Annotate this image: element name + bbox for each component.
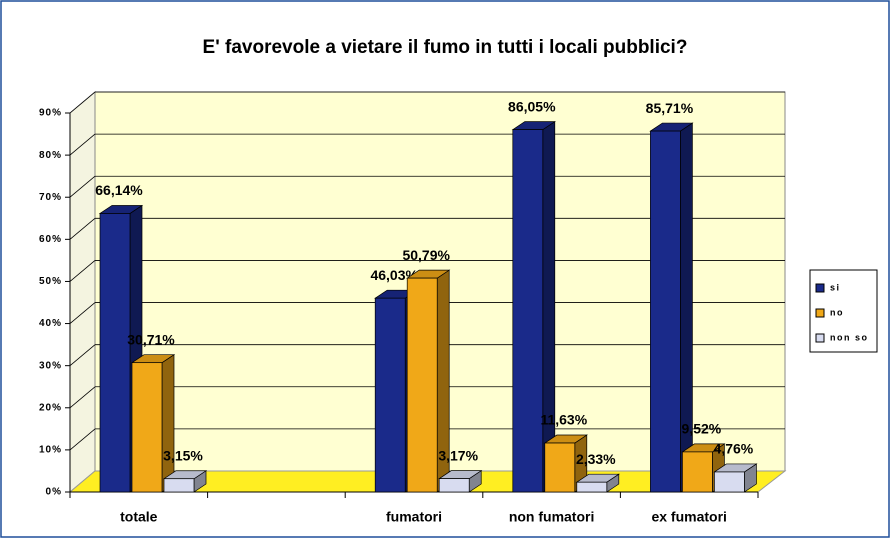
- grid-line-side: [69, 428, 96, 451]
- bar: [714, 471, 745, 493]
- value-label: 11,63%: [540, 412, 587, 428]
- y-tick-label: 70%: [39, 192, 62, 203]
- bar: [374, 297, 406, 493]
- y-tick-label: 30%: [39, 360, 62, 371]
- value-label: 2,33%: [576, 451, 616, 467]
- legend-swatch: [815, 333, 825, 343]
- bar: [576, 481, 608, 493]
- value-label: 50,79%: [402, 247, 450, 263]
- value-label: 85,71%: [646, 100, 694, 116]
- bar: [682, 451, 713, 493]
- bar: [163, 478, 195, 493]
- bar: [438, 478, 470, 493]
- y-tick-label: 50%: [39, 276, 62, 287]
- value-label: 9,52%: [682, 421, 722, 437]
- chart-title: E' favorevole a vietare il fumo in tutti…: [203, 37, 688, 58]
- grid-line-side: [69, 91, 96, 114]
- legend-label: no: [830, 307, 844, 317]
- x-tick-label: totale: [120, 509, 158, 525]
- bar-side: [161, 354, 175, 493]
- bar-side: [680, 122, 693, 493]
- x-tick-label: ex fumatori: [651, 509, 726, 525]
- value-label: 66,14%: [95, 182, 143, 198]
- bar: [512, 129, 544, 493]
- value-label: 30,71%: [127, 331, 175, 347]
- x-tick-label: non fumatori: [509, 509, 595, 525]
- legend-swatch: [815, 283, 825, 293]
- value-label: 86,05%: [508, 98, 556, 114]
- bar: [544, 442, 576, 493]
- grid-line-side: [69, 386, 96, 409]
- value-label: 3,17%: [438, 447, 478, 463]
- y-tick-label: 90%: [39, 108, 62, 119]
- bar: [650, 130, 681, 493]
- grid-line-side: [69, 175, 96, 198]
- legend-label: non so: [830, 332, 869, 342]
- bar: [406, 277, 438, 493]
- y-tick-label: 40%: [39, 318, 62, 329]
- grid-line-side: [69, 302, 96, 324]
- grid-line-side: [69, 218, 96, 240]
- value-label: 3,15%: [163, 447, 203, 463]
- grid-line-side: [69, 133, 96, 156]
- value-label: 46,03%: [370, 267, 418, 283]
- y-tick-label: 0%: [46, 487, 62, 498]
- legend-label: si: [830, 282, 841, 292]
- bar: [99, 213, 131, 493]
- grid-line-side: [69, 344, 96, 366]
- y-tick-label: 10%: [39, 445, 62, 456]
- bar: [131, 362, 163, 493]
- grid-line-side: [69, 260, 96, 282]
- bar-side: [542, 120, 556, 493]
- x-tick-label: fumatori: [386, 509, 442, 525]
- y-tick-label: 20%: [39, 402, 62, 413]
- value-label: 4,76%: [714, 441, 754, 457]
- legend-swatch: [815, 308, 825, 318]
- y-tick-label: 80%: [39, 150, 62, 161]
- y-tick-label: 60%: [39, 234, 62, 245]
